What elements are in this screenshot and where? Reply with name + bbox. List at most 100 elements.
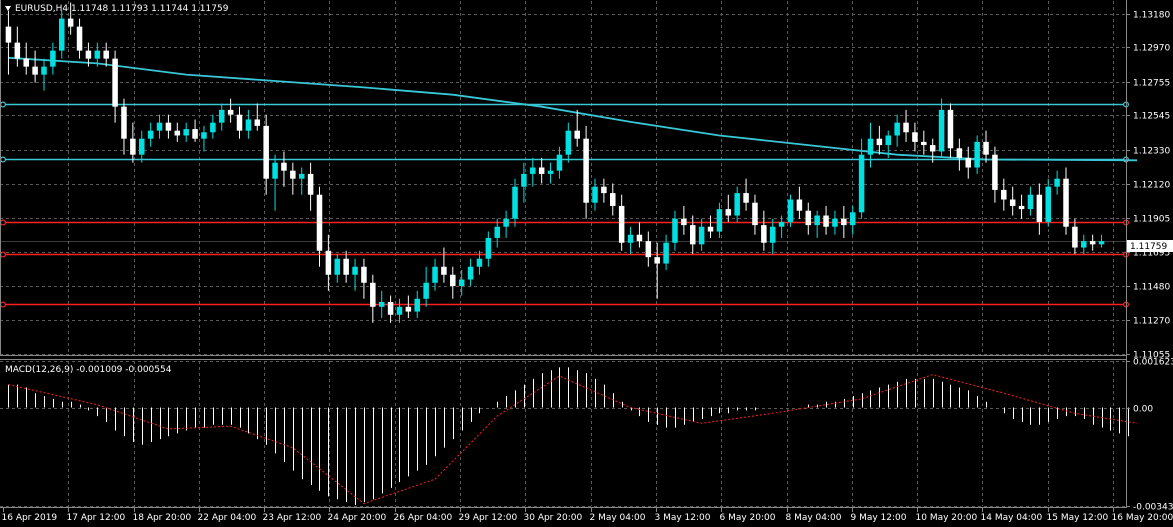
candle bbox=[672, 210, 678, 251]
candle-body bbox=[903, 122, 909, 133]
time-tick-label: 26 Apr 04:00 bbox=[394, 513, 453, 523]
current-price-tag: 1.11759 bbox=[1127, 240, 1173, 252]
candle bbox=[867, 122, 874, 168]
candle bbox=[965, 146, 972, 179]
candle-body bbox=[245, 119, 252, 131]
candle-body bbox=[130, 138, 136, 155]
candle bbox=[832, 210, 838, 235]
support-line-handle[interactable] bbox=[0, 301, 6, 308]
candle-body bbox=[485, 237, 492, 259]
candle-body bbox=[103, 50, 109, 59]
candle-body bbox=[156, 122, 163, 131]
moving-average-line bbox=[8, 56, 1138, 162]
candle-body bbox=[956, 148, 963, 158]
time-tick-label: 29 Apr 12:00 bbox=[459, 513, 518, 523]
candle bbox=[574, 109, 580, 147]
candle bbox=[192, 119, 198, 142]
candle bbox=[1009, 186, 1016, 216]
candle-body bbox=[876, 138, 883, 146]
candle bbox=[370, 274, 376, 323]
candle bbox=[698, 218, 705, 251]
resistance-line-handle[interactable] bbox=[0, 101, 6, 108]
candle-body bbox=[112, 58, 118, 107]
candle bbox=[921, 130, 927, 155]
candle-body bbox=[343, 258, 349, 275]
support-line-handle[interactable] bbox=[0, 219, 6, 226]
candle-body bbox=[5, 26, 12, 43]
candle bbox=[592, 178, 598, 211]
candle-body bbox=[601, 186, 607, 194]
candle bbox=[610, 183, 616, 216]
candle-body bbox=[938, 109, 945, 152]
candle bbox=[307, 162, 314, 211]
candle-body bbox=[14, 42, 21, 59]
candle bbox=[956, 138, 963, 171]
price-tick-label: 1.11905 bbox=[1133, 215, 1170, 225]
candle bbox=[476, 250, 483, 275]
time-tick-label: 22 Apr 04:00 bbox=[198, 513, 257, 523]
candle-body bbox=[725, 209, 732, 216]
support-line-handle[interactable] bbox=[0, 251, 6, 258]
price-tick-label: 1.12330 bbox=[1133, 147, 1170, 157]
candle-body bbox=[992, 154, 998, 190]
candle-body bbox=[1054, 178, 1060, 187]
candle-body bbox=[1036, 194, 1043, 222]
candle-body bbox=[59, 18, 65, 51]
candle bbox=[849, 205, 856, 235]
candle-body bbox=[183, 129, 189, 136]
candle-body bbox=[867, 138, 874, 155]
candle bbox=[458, 269, 465, 296]
price-tick-label: 1.11270 bbox=[1133, 317, 1170, 327]
candle bbox=[316, 186, 323, 267]
candle-body bbox=[1089, 241, 1096, 245]
candle bbox=[725, 194, 732, 222]
candle bbox=[76, 18, 83, 59]
candle bbox=[761, 210, 767, 251]
candle-body bbox=[1001, 189, 1007, 200]
candle-body bbox=[121, 106, 127, 139]
candle bbox=[67, 2, 74, 35]
candle bbox=[414, 290, 421, 318]
candle-body bbox=[707, 226, 714, 232]
candle bbox=[1063, 167, 1069, 235]
candle bbox=[903, 109, 909, 142]
candle bbox=[5, 10, 12, 75]
candle bbox=[938, 98, 945, 158]
candle bbox=[1098, 234, 1105, 248]
symbol-info: EURUSD,H4 1.11748 1.11793 1.11744 1.1175… bbox=[15, 4, 229, 14]
candle bbox=[485, 231, 492, 267]
time-tick-label: 23 Apr 12:00 bbox=[263, 513, 322, 523]
candle bbox=[396, 298, 403, 323]
candle-body bbox=[370, 282, 376, 307]
candle-body bbox=[378, 301, 385, 307]
candle-body bbox=[361, 266, 367, 283]
macd-grid bbox=[0, 361, 1126, 507]
candle-body bbox=[76, 26, 83, 51]
candle-body bbox=[396, 306, 403, 315]
dropdown-triangle-icon[interactable] bbox=[5, 6, 11, 11]
candle-body bbox=[1018, 205, 1025, 210]
candle-body bbox=[583, 138, 589, 203]
candle bbox=[796, 186, 803, 219]
candle-body bbox=[1063, 178, 1069, 227]
candle-body bbox=[618, 205, 625, 243]
horizontal-levels[interactable] bbox=[0, 101, 1129, 308]
candle bbox=[121, 98, 127, 155]
candle bbox=[805, 202, 812, 235]
candle bbox=[601, 178, 607, 203]
candle-body bbox=[1072, 226, 1078, 248]
candle-body bbox=[263, 125, 269, 179]
candle-body bbox=[1081, 241, 1087, 248]
candle-body bbox=[787, 199, 794, 222]
candle bbox=[689, 215, 696, 254]
candle bbox=[565, 122, 572, 163]
candle-body bbox=[218, 109, 225, 123]
time-tick-label: 14 May 04:00 bbox=[981, 513, 1043, 523]
candle-body bbox=[538, 167, 545, 174]
symbol-header[interactable]: EURUSD,H4 1.11748 1.11793 1.11744 1.1175… bbox=[5, 4, 229, 14]
candle-body bbox=[672, 218, 678, 243]
resistance-line-handle[interactable] bbox=[0, 156, 6, 163]
candle bbox=[103, 42, 109, 67]
